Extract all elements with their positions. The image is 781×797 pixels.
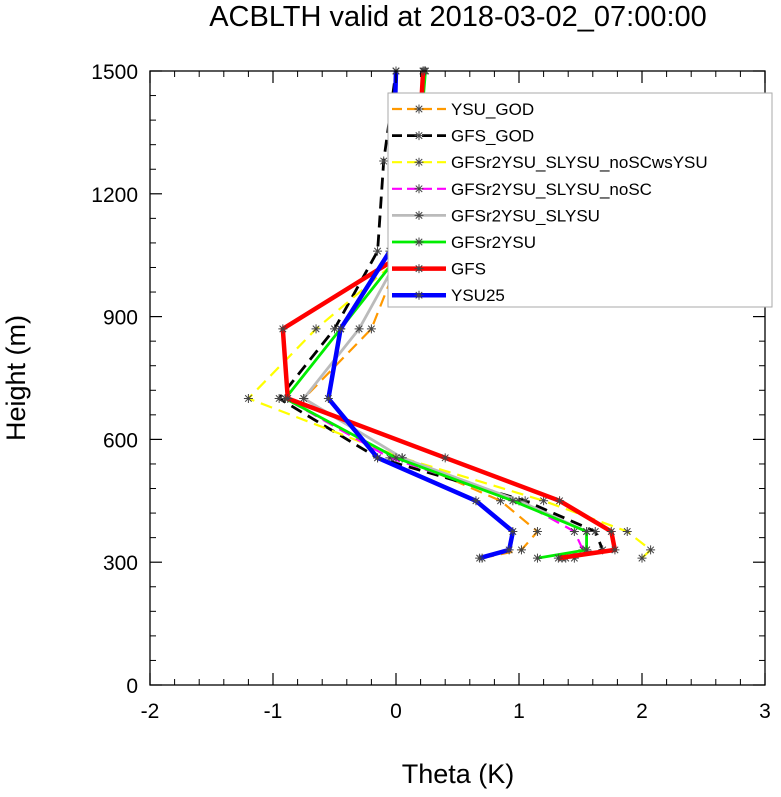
series-marker <box>440 453 450 463</box>
series-marker <box>379 156 389 166</box>
series-marker <box>311 324 321 334</box>
legend-box <box>387 92 773 308</box>
legend-marker <box>414 184 424 194</box>
series-marker <box>496 496 506 506</box>
x-tick-label: 3 <box>759 700 771 723</box>
series-marker <box>553 553 563 563</box>
plot-frame <box>149 70 766 686</box>
y-tick-label: 1500 <box>91 61 138 84</box>
series-marker <box>590 527 600 536</box>
series-marker <box>569 527 579 536</box>
series-marker <box>336 324 346 334</box>
series-marker <box>330 324 339 334</box>
series-marker <box>391 453 401 463</box>
legend-marker <box>414 210 424 220</box>
series-marker <box>508 527 518 536</box>
legend-marker <box>414 157 424 167</box>
chart-title: ACBLTH valid at 2018-03-02_07:00:00 <box>209 1 707 33</box>
legend-marker <box>414 264 424 274</box>
series-marker <box>475 553 485 563</box>
series-marker <box>504 545 514 555</box>
series-marker <box>532 553 542 563</box>
series-marker <box>243 393 253 403</box>
series-marker <box>283 393 293 403</box>
series-marker <box>514 496 524 506</box>
legend-label: GFSr2YSU_SLYSU_noSC <box>451 180 652 199</box>
legend-label: GFSr2YSU <box>451 233 536 252</box>
series-marker <box>471 496 481 506</box>
x-tick-label: 2 <box>636 700 648 723</box>
ticks-layer: -2 -1 0 1 2 3 0 300 600 900 1200 1500 <box>91 61 771 723</box>
series-marker <box>610 545 620 555</box>
legend-label: GFSr2YSU_SLYSU_noSCwsYSU <box>451 153 708 172</box>
x-tick-label: -2 <box>141 700 160 723</box>
legend-marker <box>414 237 424 247</box>
x-tick-label: -1 <box>264 700 283 723</box>
legend-marker <box>414 104 424 114</box>
y-tick-label: 900 <box>103 307 138 330</box>
series-marker <box>516 545 526 555</box>
series-marker <box>373 453 383 463</box>
series-marker <box>354 324 364 334</box>
series-marker <box>323 393 333 403</box>
y-tick-label: 0 <box>126 675 138 698</box>
series-marker <box>582 545 592 555</box>
series-marker <box>373 246 383 256</box>
series-marker <box>622 527 632 536</box>
series-marker <box>385 453 395 463</box>
legend-label: GFS_GOD <box>451 127 534 146</box>
x-tick-label: 0 <box>390 700 402 723</box>
series-marker <box>278 324 288 334</box>
y-axis-label: Height (m) <box>1 315 31 441</box>
series-marker <box>606 527 616 536</box>
series-marker <box>366 324 376 334</box>
series-marker <box>274 393 284 403</box>
series-marker <box>539 496 549 506</box>
legend-marker <box>414 131 424 141</box>
series-marker <box>646 545 656 555</box>
legend-label: GFSr2YSU_SLYSU <box>451 206 600 225</box>
legend-marker <box>414 290 424 300</box>
series-line <box>277 70 604 560</box>
series-marker <box>637 553 647 563</box>
series-marker <box>299 393 309 403</box>
y-tick-label: 1200 <box>91 184 138 207</box>
series-marker <box>397 453 407 463</box>
legend-label: YSU_GOD <box>451 100 534 119</box>
series-marker <box>555 496 565 506</box>
legend: YSU_GOD GFS_GOD GFSr2YSU_SLYSU_noSCwsYSU GF… <box>387 92 773 308</box>
series-marker <box>508 496 518 506</box>
series-marker <box>569 553 579 563</box>
y-tick-label: 600 <box>103 429 138 452</box>
y-tick-label: 300 <box>103 552 138 575</box>
legend-label: YSU25 <box>451 286 505 305</box>
x-axis-label: Theta (K) <box>402 759 515 789</box>
series-marker <box>582 527 592 536</box>
legend-label: GFS <box>451 260 486 279</box>
series-marker <box>520 496 530 506</box>
x-tick-label: 1 <box>513 700 525 723</box>
series-marker <box>532 527 542 536</box>
